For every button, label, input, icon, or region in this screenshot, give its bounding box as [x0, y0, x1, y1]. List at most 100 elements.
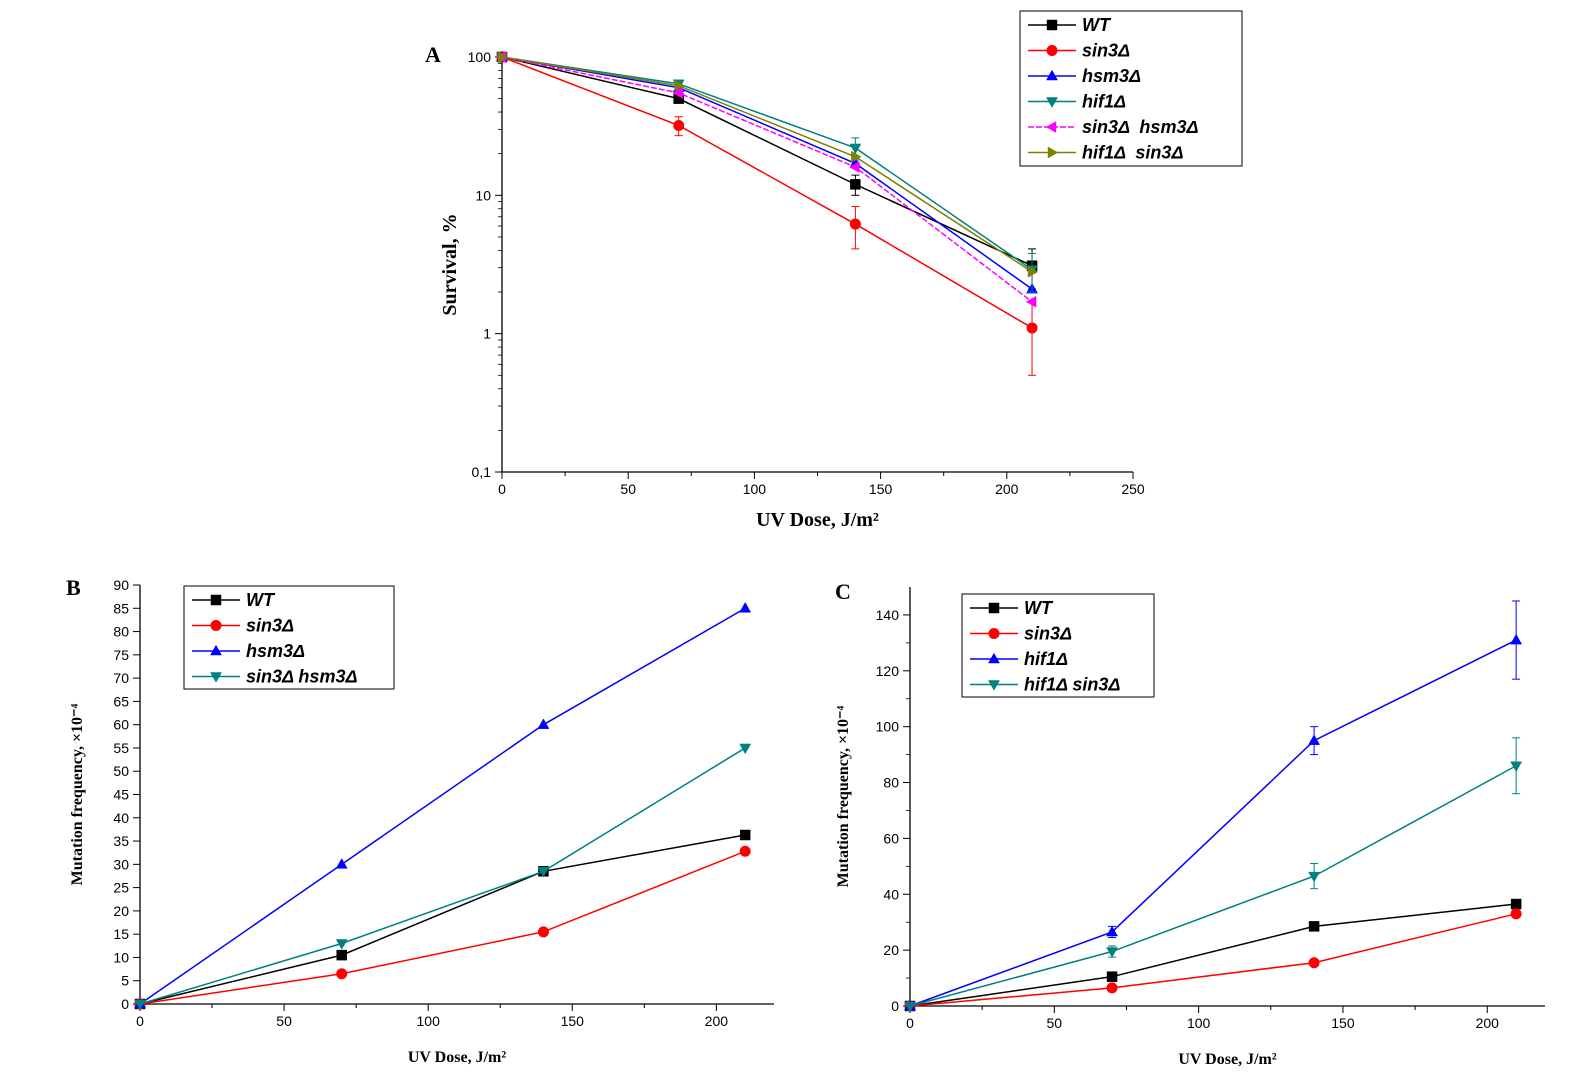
- legend-label: hsm3Δ: [1082, 66, 1141, 86]
- x-axis-label: UV Dose, J/m²: [408, 1049, 506, 1066]
- legend-label: WT: [1082, 15, 1112, 35]
- y-tick-label: 140: [876, 607, 900, 623]
- y-tick-label: 1: [483, 326, 491, 342]
- data-point: [1308, 734, 1321, 745]
- y-axis-label: Survival, %: [439, 213, 461, 315]
- series-3: [134, 743, 752, 1011]
- series-1: [496, 51, 1038, 376]
- x-tick-label: 150: [561, 1013, 585, 1029]
- legend-marker: [1046, 45, 1058, 56]
- y-tick-label: 15: [113, 926, 129, 942]
- y-axis-label: Mutation frequency, ×10⁻⁴: [835, 705, 852, 887]
- legend-marker: [988, 680, 1000, 691]
- legend-marker: [1045, 121, 1057, 133]
- series-0: [904, 898, 1522, 1012]
- x-tick-label: 100: [743, 481, 767, 497]
- data-point: [1510, 898, 1522, 910]
- data-point: [849, 218, 861, 230]
- legend-label: sin3Δ hsm3Δ: [246, 667, 358, 687]
- data-point: [1510, 761, 1523, 773]
- data-point: [1510, 633, 1523, 645]
- series-4: [495, 51, 1037, 308]
- data-point: [134, 999, 146, 1011]
- legend-marker: [1046, 19, 1058, 31]
- legend: WT sin3Δ hsm3Δ sin3Δ hsm3Δ: [183, 585, 395, 690]
- y-tick-label: 0: [891, 998, 899, 1014]
- legend-label: hif1Δ sin3Δ: [1024, 675, 1121, 695]
- y-tick-label: 25: [113, 880, 129, 896]
- series-2: [904, 600, 1523, 1011]
- data-point: [1025, 295, 1037, 308]
- series-line: [501, 56, 1033, 271]
- legend-marker: [210, 594, 222, 606]
- data-point: [537, 718, 550, 729]
- y-tick-label: 65: [113, 693, 129, 709]
- series-line: [139, 850, 746, 1005]
- y-tick-label: 90: [113, 577, 129, 593]
- series-line: [909, 913, 1517, 1007]
- chart-panel-a: A 0 50 100 150 200 250 0,1 1 10 100 UV Dose, J/m² Su…: [425, 10, 1243, 531]
- legend-label: WT: [1024, 598, 1054, 618]
- y-tick-label: 100: [876, 719, 900, 735]
- x-tick-label: 200: [705, 1013, 729, 1029]
- x-tick-label: 50: [276, 1013, 292, 1029]
- legend-marker: [210, 672, 222, 683]
- y-tick-label: 85: [113, 600, 129, 616]
- x-tick-label: 250: [1121, 481, 1145, 497]
- data-point: [850, 179, 861, 190]
- y-tick-label: 120: [876, 663, 900, 679]
- y-tick-label: 75: [113, 647, 129, 663]
- legend-label: sin3Δ: [1024, 624, 1072, 644]
- y-tick-label: 40: [113, 810, 129, 826]
- y-tick-label: 40: [883, 886, 899, 902]
- data-point: [674, 79, 685, 92]
- legend-marker: [210, 644, 222, 656]
- y-tick-label: 60: [883, 830, 899, 846]
- legend: WT sin3Δ hif1Δ hif1Δ sin3Δ: [961, 593, 1155, 698]
- series-1: [134, 845, 751, 1010]
- x-tick-label: 0: [498, 481, 506, 497]
- chart-panel-c: C 0 50 100 150 200 0 20 40 60 80 100 120 140 UV Dose, …: [835, 579, 1545, 1068]
- series-3: [496, 52, 1038, 293]
- y-tick-label: 80: [113, 624, 129, 640]
- data-point: [1106, 947, 1118, 958]
- y-tick-label: 5: [121, 973, 129, 989]
- data-point: [849, 143, 862, 155]
- series-line: [501, 56, 1033, 303]
- legend-label: WT: [246, 590, 276, 610]
- data-point: [1308, 957, 1320, 969]
- y-tick-label: 60: [113, 717, 129, 733]
- y-tick-label: 10: [113, 949, 129, 965]
- series-line: [501, 56, 1033, 273]
- data-point: [739, 602, 752, 613]
- data-point: [739, 743, 752, 755]
- y-tick-label: 45: [113, 787, 129, 803]
- data-point: [537, 926, 549, 938]
- data-point: [1106, 982, 1118, 994]
- data-point: [1308, 921, 1320, 932]
- data-point: [1510, 908, 1522, 920]
- y-tick-label: 100: [468, 49, 492, 65]
- panel-letter: B: [66, 575, 81, 600]
- legend-marker: [988, 652, 1000, 664]
- data-point: [537, 867, 550, 878]
- data-point: [1106, 925, 1118, 937]
- y-tick-label: 50: [113, 763, 129, 779]
- x-tick-label: 50: [1047, 1015, 1063, 1031]
- data-point: [335, 939, 348, 950]
- x-tick-label: 50: [620, 481, 636, 497]
- data-point: [335, 858, 348, 869]
- legend-label: hif1Δ sin3Δ: [1082, 143, 1184, 163]
- data-point: [1308, 871, 1321, 883]
- series-line: [501, 56, 1033, 329]
- series-line: [139, 747, 746, 1005]
- y-tick-label: 80: [883, 775, 899, 791]
- data-point: [497, 51, 509, 63]
- y-tick-label: 10: [475, 187, 491, 203]
- legend-label: sin3Δ: [1082, 41, 1130, 61]
- series-0: [134, 829, 751, 1010]
- series-line: [139, 607, 746, 1005]
- x-tick-label: 200: [1476, 1015, 1500, 1031]
- legend-label: hif1Δ: [1082, 92, 1126, 112]
- data-point: [1106, 971, 1118, 982]
